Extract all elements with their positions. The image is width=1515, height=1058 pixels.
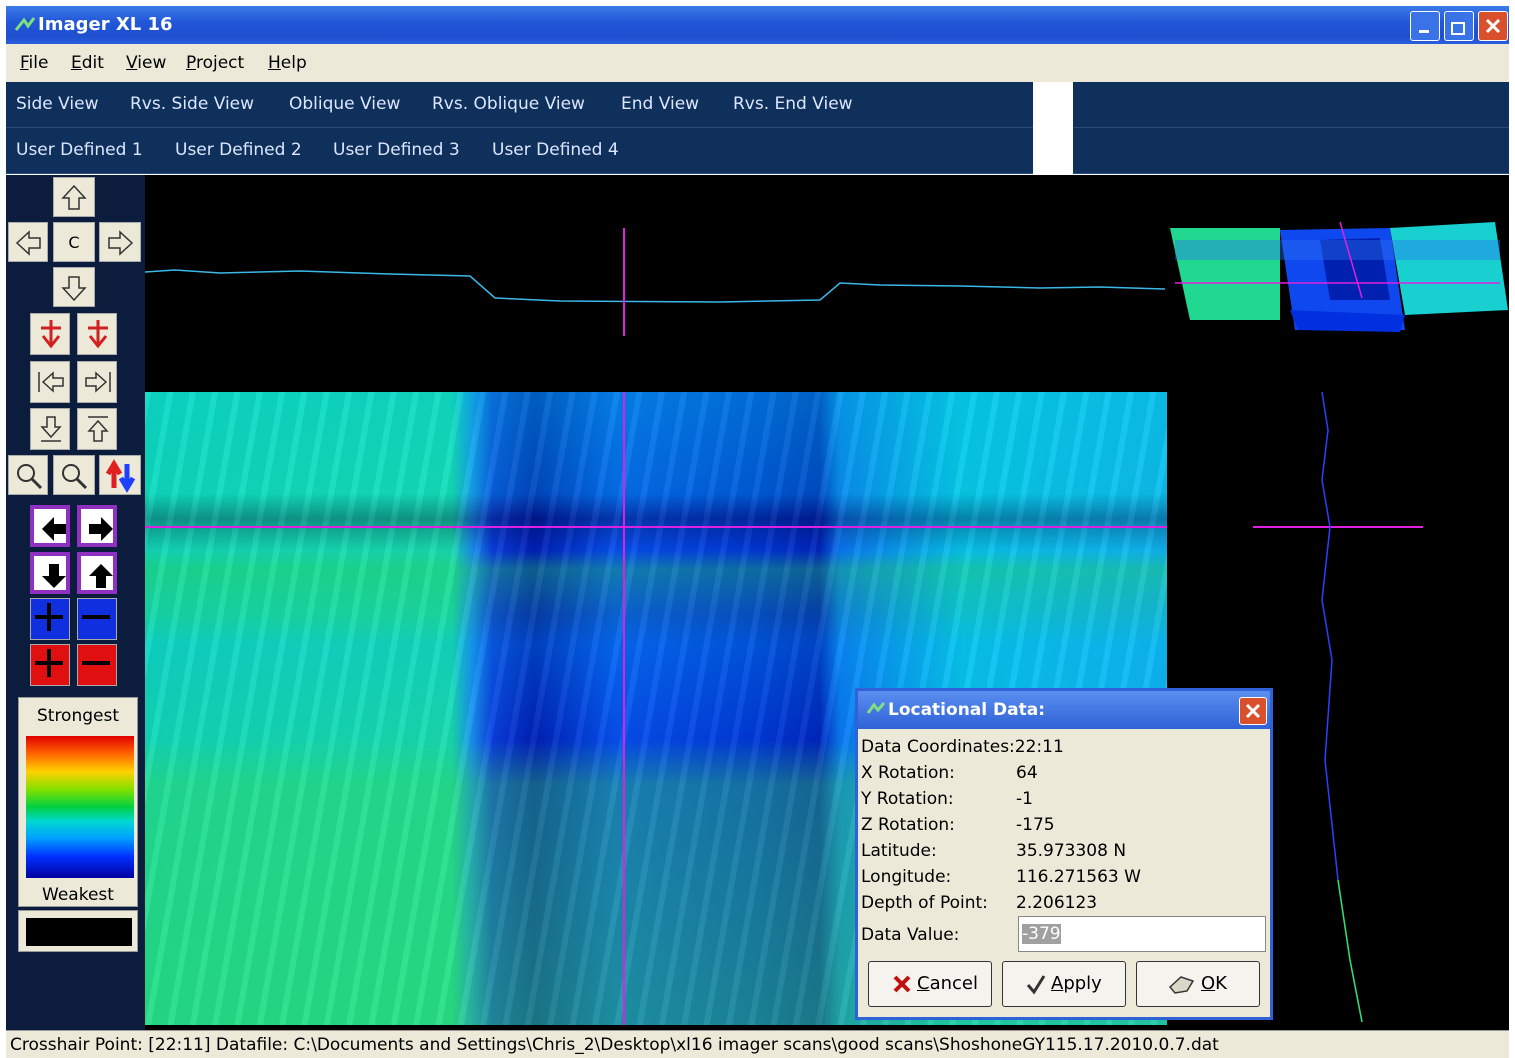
menu-item[interactable]: Edit	[71, 53, 104, 73]
tool-button[interactable]	[77, 408, 117, 450]
dialog-title: Locational Data:	[888, 700, 1045, 720]
legend-gradient	[26, 736, 134, 878]
tool-button[interactable]	[8, 455, 48, 495]
field-value: -1	[1016, 789, 1033, 809]
status-bar: Crosshair Point: [22:11] Datafile: C:\Do…	[6, 1030, 1509, 1058]
field-label: Data Coordinates:22:11	[861, 737, 1064, 757]
title-bar: Imager XL 16	[6, 6, 1509, 44]
data-value-input[interactable]: -379	[1018, 916, 1266, 952]
tool-button[interactable]	[8, 222, 48, 262]
tool-button[interactable]	[30, 598, 70, 640]
view-toolbar: Side View Rvs. Side View Oblique View Rvs. …	[6, 82, 1509, 128]
tool-button[interactable]	[77, 505, 117, 547]
tool-button[interactable]	[30, 505, 70, 547]
menu-item[interactable]: Help	[268, 53, 307, 73]
tool-button[interactable]	[30, 644, 70, 686]
field-value: 22:11	[1014, 737, 1064, 757]
tool-button[interactable]	[77, 598, 117, 640]
field-label: Data Value:	[861, 925, 960, 945]
tool-button[interactable]	[53, 455, 95, 495]
field-value: 2.206123	[1016, 893, 1098, 913]
dialog-button[interactable]: Apply	[1002, 961, 1126, 1007]
menu-bar: File Edit View Project Help	[6, 44, 1509, 82]
button-label: Apply	[1051, 973, 1102, 994]
view-button[interactable]: Rvs. Side View	[130, 94, 255, 114]
field-label: Data Coordinates:	[861, 737, 1015, 757]
field-value: 64	[1016, 763, 1038, 783]
view-button[interactable]: Oblique View	[289, 94, 401, 114]
legend-bottom-label: Weakest	[42, 885, 114, 905]
3d-thumbnail	[1170, 221, 1508, 332]
field-label: X Rotation:	[861, 763, 955, 783]
tool-button[interactable]	[30, 361, 70, 403]
view-button[interactable]: End View	[621, 94, 700, 114]
view-toolbar: User Defined 1 User Defined 2 User Defined…	[6, 128, 1509, 174]
surface-profile	[144, 269, 1166, 303]
tool-button[interactable]	[77, 361, 117, 403]
dialog-close[interactable]	[1239, 697, 1267, 725]
status-text: Crosshair Point: [22:11] Datafile: C:\Do…	[10, 1035, 1219, 1055]
field-label: Latitude:	[861, 841, 937, 861]
center-label: C	[68, 233, 80, 252]
view-button[interactable]: Rvs. End View	[733, 94, 853, 114]
color-legend: Strongest Weakest	[18, 697, 138, 907]
field-value: 116.271563 W	[1016, 867, 1141, 887]
field-label: Y Rotation:	[861, 789, 954, 809]
tool-button[interactable]: C	[53, 222, 95, 262]
menu-item[interactable]: File	[20, 53, 49, 73]
tool-button[interactable]	[30, 408, 70, 450]
view-button[interactable]: Side View	[16, 94, 99, 114]
menu-item[interactable]: Project	[186, 53, 245, 73]
view-button[interactable]: User Defined 2	[175, 140, 302, 160]
menu-item[interactable]: View	[126, 53, 167, 73]
tool-button[interactable]	[53, 177, 95, 217]
side-profile-tail	[1337, 879, 1363, 1023]
field-value: -175	[1016, 815, 1055, 835]
tool-button[interactable]	[99, 455, 141, 495]
tool-button[interactable]	[77, 552, 117, 594]
field-label: Z Rotation:	[861, 815, 955, 835]
button-label: OK	[1201, 973, 1227, 994]
field-label: Longitude:	[861, 867, 952, 887]
tool-button[interactable]	[30, 552, 70, 594]
background-swatch[interactable]	[18, 910, 138, 952]
close-button[interactable]	[1478, 11, 1508, 41]
window-title: Imager XL 16	[38, 14, 173, 35]
locational-dialog: Locational Data: Data Coordinates:22:11 …	[855, 688, 1273, 1020]
side-profile	[1321, 391, 1363, 1023]
tool-button[interactable]	[77, 313, 117, 355]
dialog-button[interactable]: OK	[1136, 961, 1260, 1007]
field-value: -379	[1022, 924, 1061, 944]
tool-button[interactable]	[53, 267, 95, 307]
legend-top-label: Strongest	[36, 706, 120, 726]
view-button[interactable]: User Defined 3	[333, 140, 460, 160]
blank-block	[1033, 82, 1073, 175]
tool-button[interactable]	[77, 644, 117, 686]
restore-button[interactable]	[1444, 11, 1474, 41]
app-icon	[14, 17, 36, 31]
minimize-button[interactable]	[1410, 11, 1440, 41]
dialog-button[interactable]: Cancel	[868, 961, 992, 1007]
dialog-title-bar: Locational Data:	[858, 691, 1270, 729]
field-value: 35.973308 N	[1016, 841, 1127, 861]
tool-button[interactable]	[99, 222, 141, 262]
tool-button[interactable]	[30, 313, 70, 355]
field-label: Depth of Point:	[861, 893, 988, 913]
view-button[interactable]: Rvs. Oblique View	[432, 94, 585, 114]
view-button[interactable]: User Defined 1	[16, 140, 143, 160]
button-label: Cancel	[917, 973, 978, 994]
view-button[interactable]: User Defined 4	[492, 140, 619, 160]
